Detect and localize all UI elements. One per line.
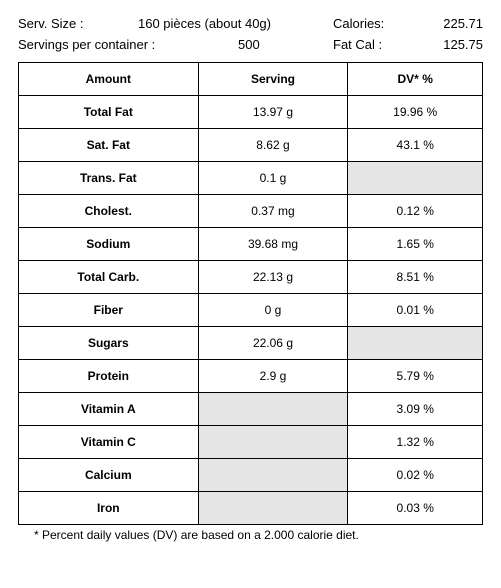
table-row: Sugars22.06 g — [19, 327, 483, 360]
dv-value: 19.96 % — [348, 96, 483, 129]
serving-value — [198, 393, 348, 426]
nutrient-label: Trans. Fat — [19, 162, 199, 195]
dv-value: 0.02 % — [348, 459, 483, 492]
calories-value: 225.71 — [423, 16, 483, 31]
nutrient-label: Vitamin A — [19, 393, 199, 426]
calories-label: Calories: — [333, 16, 403, 31]
nutrition-header: Serv. Size : 160 pièces (about 40g) Calo… — [18, 16, 483, 52]
col-serving: Serving — [198, 63, 348, 96]
table-row: Sat. Fat8.62 g43.1 % — [19, 129, 483, 162]
footnote: * Percent daily values (DV) are based on… — [34, 528, 483, 542]
table-row: Fiber0 g0.01 % — [19, 294, 483, 327]
header-row-1: Serv. Size : 160 pièces (about 40g) Calo… — [18, 16, 483, 31]
servings-label: Servings per container : — [18, 37, 188, 52]
table-header-row: Amount Serving DV* % — [19, 63, 483, 96]
table-row: Protein2.9 g5.79 % — [19, 360, 483, 393]
nutrient-label: Fiber — [19, 294, 199, 327]
serving-value — [198, 492, 348, 525]
nutrient-label: Cholest. — [19, 195, 199, 228]
nutrient-label: Sat. Fat — [19, 129, 199, 162]
nutrient-label: Iron — [19, 492, 199, 525]
table-row: Iron 0.03 % — [19, 492, 483, 525]
nutrition-table: Amount Serving DV* % Total Fat13.97 g19.… — [18, 62, 483, 525]
serving-value: 22.06 g — [198, 327, 348, 360]
table-row: Total Carb.22.13 g8.51 % — [19, 261, 483, 294]
serving-value — [198, 459, 348, 492]
serving-value: 13.97 g — [198, 96, 348, 129]
table-row: Sodium39.68 mg1.65 % — [19, 228, 483, 261]
col-dv: DV* % — [348, 63, 483, 96]
table-row: Vitamin A 3.09 % — [19, 393, 483, 426]
serving-value: 8.62 g — [198, 129, 348, 162]
table-row: Calcium 0.02 % — [19, 459, 483, 492]
nutrient-label: Sugars — [19, 327, 199, 360]
nutrient-label: Sodium — [19, 228, 199, 261]
dv-value: 3.09 % — [348, 393, 483, 426]
dv-value — [348, 327, 483, 360]
nutrient-label: Calcium — [19, 459, 199, 492]
fatcal-label: Fat Cal : — [333, 37, 403, 52]
fatcal-group: Fat Cal : 125.75 — [333, 37, 483, 52]
calories-group: Calories: 225.71 — [333, 16, 483, 31]
table-row: Vitamin C 1.32 % — [19, 426, 483, 459]
dv-value: 0.03 % — [348, 492, 483, 525]
serv-size-group: Serv. Size : 160 pièces (about 40g) — [18, 16, 333, 31]
header-row-2: Servings per container : 500 Fat Cal : 1… — [18, 37, 483, 52]
table-row: Total Fat13.97 g19.96 % — [19, 96, 483, 129]
table-row: Trans. Fat0.1 g — [19, 162, 483, 195]
serving-value — [198, 426, 348, 459]
col-amount: Amount — [19, 63, 199, 96]
serving-value: 0 g — [198, 294, 348, 327]
serving-value: 0.37 mg — [198, 195, 348, 228]
serv-size-label: Serv. Size : — [18, 16, 108, 31]
table-row: Cholest.0.37 mg0.12 % — [19, 195, 483, 228]
dv-value — [348, 162, 483, 195]
fatcal-value: 125.75 — [423, 37, 483, 52]
nutrient-label: Total Carb. — [19, 261, 199, 294]
dv-value: 1.32 % — [348, 426, 483, 459]
dv-value: 0.01 % — [348, 294, 483, 327]
dv-value: 5.79 % — [348, 360, 483, 393]
serving-value: 22.13 g — [198, 261, 348, 294]
dv-value: 43.1 % — [348, 129, 483, 162]
nutrient-label: Protein — [19, 360, 199, 393]
dv-value: 1.65 % — [348, 228, 483, 261]
servings-value: 500 — [238, 37, 260, 52]
servings-group: Servings per container : 500 — [18, 37, 333, 52]
serving-value: 0.1 g — [198, 162, 348, 195]
nutrient-label: Vitamin C — [19, 426, 199, 459]
serv-size-value: 160 pièces (about 40g) — [138, 16, 271, 31]
serving-value: 39.68 mg — [198, 228, 348, 261]
nutrient-label: Total Fat — [19, 96, 199, 129]
dv-value: 0.12 % — [348, 195, 483, 228]
serving-value: 2.9 g — [198, 360, 348, 393]
dv-value: 8.51 % — [348, 261, 483, 294]
